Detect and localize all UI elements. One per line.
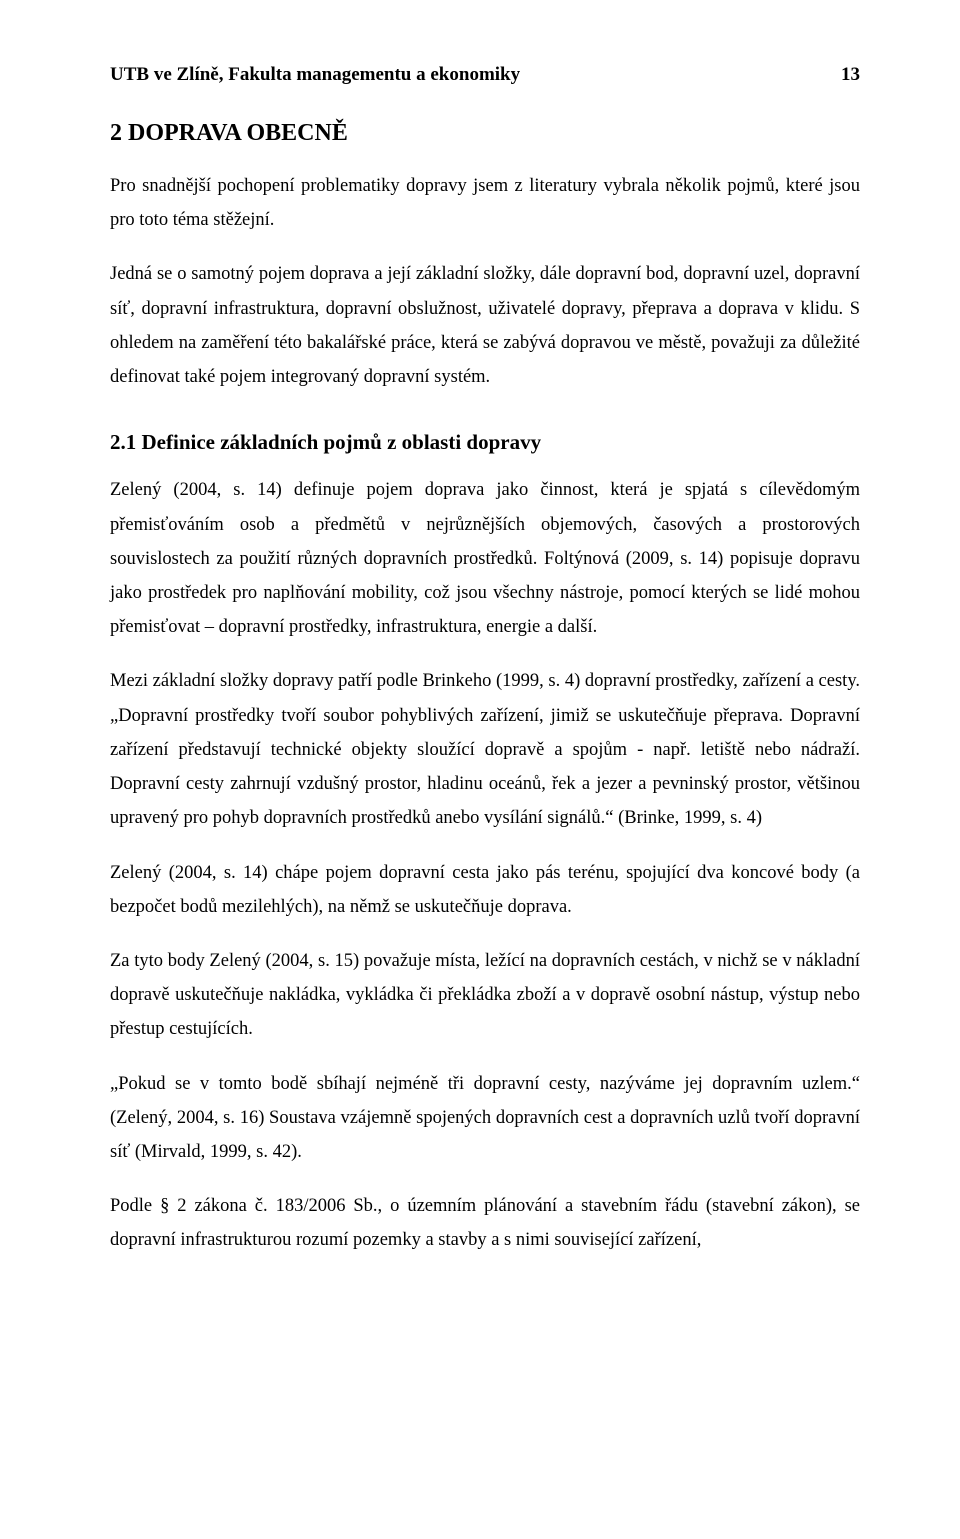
paragraph: Za tyto body Zelený (2004, s. 15) považu… [110, 944, 860, 1047]
page-header: UTB ve Zlíně, Fakulta managementu a ekon… [110, 64, 860, 86]
heading-2: 2.1 Definice základních pojmů z oblasti … [110, 430, 860, 455]
paragraph: Mezi základní složky dopravy patří podle… [110, 664, 860, 835]
heading-1: 2 DOPRAVA OBECNĚ [110, 120, 860, 147]
paragraph: Podle § 2 zákona č. 183/2006 Sb., o územ… [110, 1189, 860, 1257]
header-page-number: 13 [841, 64, 860, 86]
paragraph: Jedná se o samotný pojem doprava a její … [110, 257, 860, 394]
paragraph: „Pokud se v tomto bodě sbíhají nejméně t… [110, 1067, 860, 1170]
paragraph: Zelený (2004, s. 14) chápe pojem dopravn… [110, 856, 860, 924]
document-page: UTB ve Zlíně, Fakulta managementu a ekon… [0, 0, 960, 1539]
header-institution: UTB ve Zlíně, Fakulta managementu a ekon… [110, 64, 520, 86]
paragraph: Zelený (2004, s. 14) definuje pojem dopr… [110, 473, 860, 644]
paragraph: Pro snadnější pochopení problematiky dop… [110, 169, 860, 237]
